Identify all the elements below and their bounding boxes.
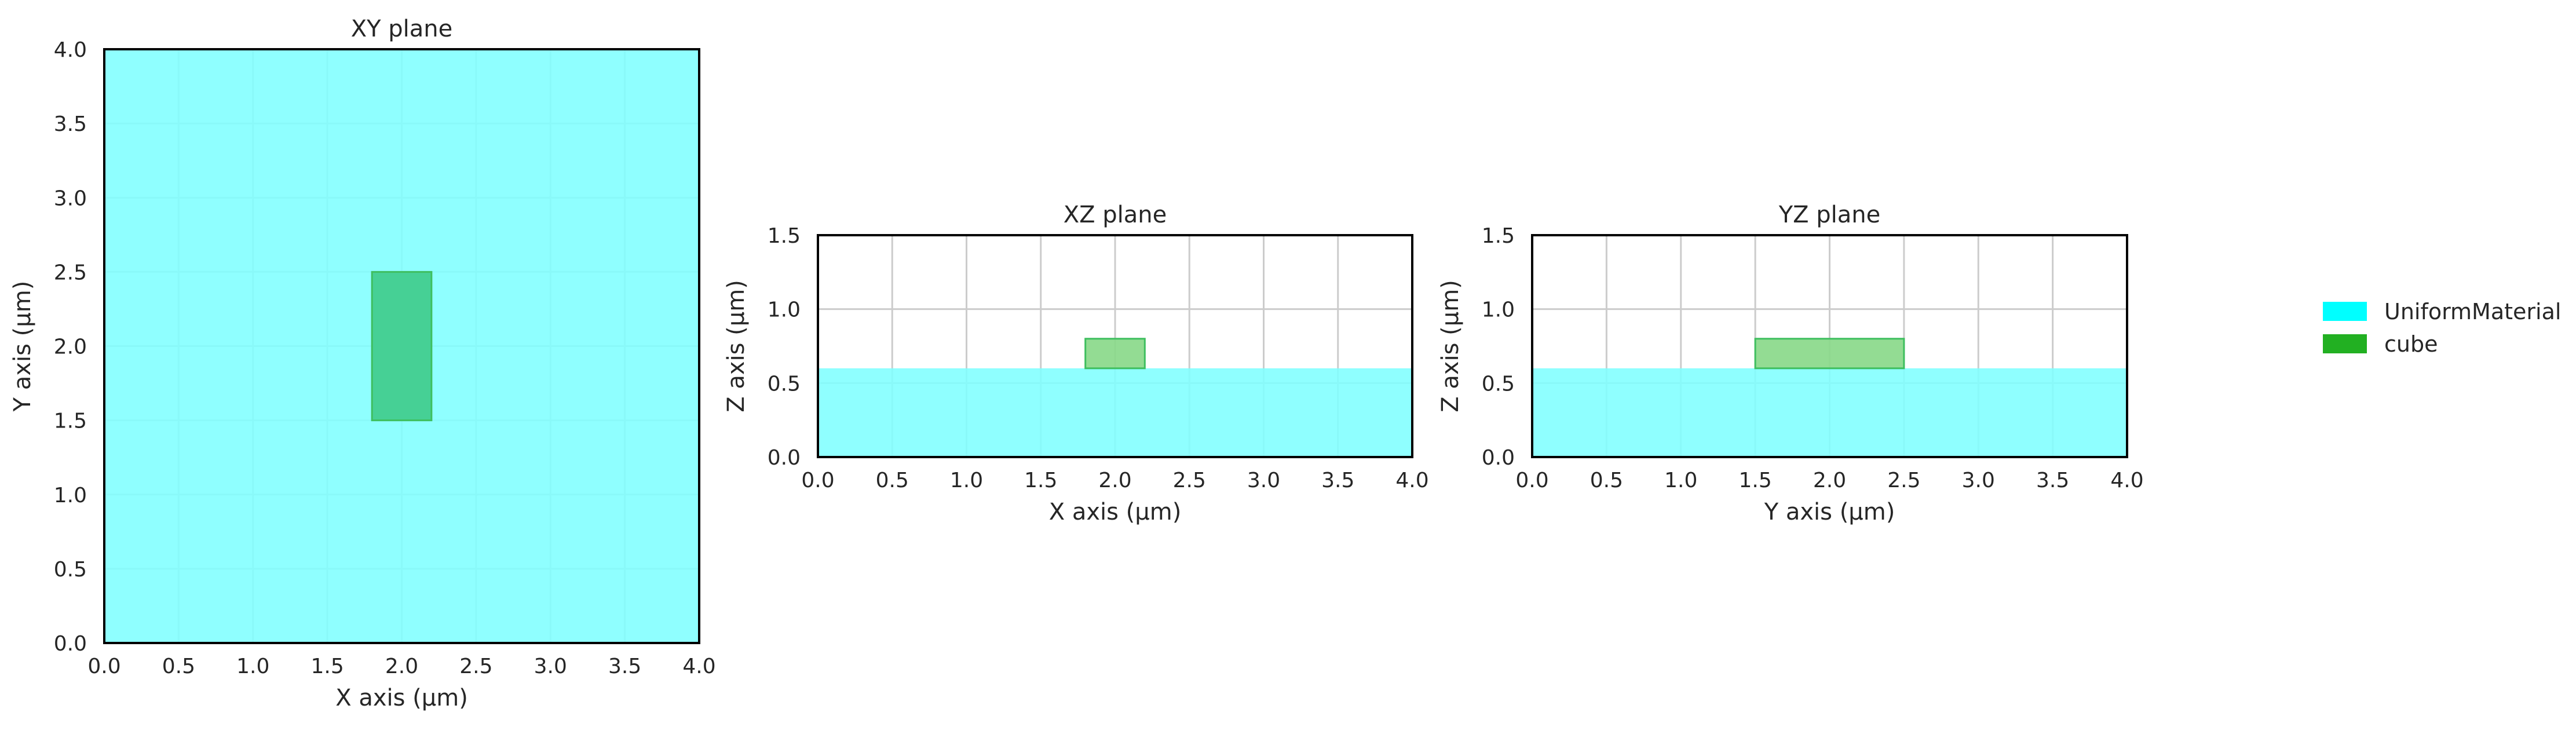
x-tick-label: 2.5 <box>1173 469 1206 492</box>
x-tick-label: 2.5 <box>1887 469 1920 492</box>
x-axis-label: X axis (µm) <box>335 685 468 711</box>
x-tick-label: 1.0 <box>1664 469 1697 492</box>
y-tick-label: 2.0 <box>54 335 87 359</box>
x-tick-label: 1.5 <box>1738 469 1771 492</box>
x-tick-label: 0.5 <box>876 469 909 492</box>
y-tick-label: 1.0 <box>54 484 87 507</box>
legend-label: cube <box>2384 331 2438 357</box>
x-tick-label: 0.5 <box>162 655 195 678</box>
x-axis-label: Y axis (µm) <box>1764 499 1895 525</box>
x-tick-label: 1.0 <box>950 469 983 492</box>
x-tick-label: 3.0 <box>1247 469 1280 492</box>
x-tick-label: 4.0 <box>1395 469 1428 492</box>
y-tick-label: 0.0 <box>768 446 801 470</box>
x-tick-label: 0.0 <box>1515 469 1548 492</box>
y-tick-label: 4.0 <box>54 38 87 62</box>
y-tick-label: 2.5 <box>54 261 87 284</box>
y-tick-label: 0.5 <box>1482 372 1515 396</box>
y-tick-label: 0.5 <box>768 372 801 396</box>
x-tick-label: 3.0 <box>1962 469 1995 492</box>
x-tick-label: 2.5 <box>459 655 492 678</box>
x-tick-label: 2.0 <box>1813 469 1846 492</box>
x-tick-label: 1.5 <box>310 655 344 678</box>
x-tick-label: 4.0 <box>682 655 715 678</box>
y-tick-label: 0.0 <box>1482 446 1515 470</box>
legend-label: UniformMaterial <box>2384 299 2561 324</box>
x-tick-label: 2.0 <box>1098 469 1131 492</box>
x-tick-label: 0.0 <box>87 655 120 678</box>
legend-swatch <box>2323 334 2367 353</box>
y-tick-label: 1.0 <box>768 298 801 322</box>
y-tick-label: 3.0 <box>54 187 87 210</box>
x-axis-label: X axis (µm) <box>1049 499 1182 525</box>
region-cube <box>1754 338 1905 370</box>
y-axis-label: Y axis (µm) <box>9 281 36 412</box>
y-tick-label: 1.5 <box>768 224 801 248</box>
x-tick-label: 3.0 <box>534 655 567 678</box>
x-tick-label: 2.0 <box>385 655 418 678</box>
y-tick-label: 0.0 <box>54 632 87 656</box>
subplot-2: 0.0 0.5 1.0 1.5 2.0 2.5 3.0 3.5 4.0 0.0 0.5 1.0 1.5 Y… <box>1437 202 2144 525</box>
region-uniformmaterial <box>818 368 1412 457</box>
legend-swatch <box>2323 302 2367 321</box>
y-axis-label: Z axis (µm) <box>1437 280 1464 412</box>
x-tick-label: 3.5 <box>608 655 641 678</box>
subplot-0: 0.0 0.5 1.0 1.5 2.0 2.5 3.0 3.5 4.0 0.0 0.5 1.0 1.5 2… <box>9 16 716 711</box>
axes-frame <box>817 234 1413 458</box>
legend: UniformMaterial cube <box>2323 299 2561 357</box>
region-cube <box>1084 338 1146 370</box>
x-tick-label: 0.0 <box>801 469 834 492</box>
y-tick-label: 1.5 <box>1482 224 1515 248</box>
y-tick-label: 0.5 <box>54 558 87 582</box>
subplot-title: XY plane <box>351 16 453 42</box>
x-tick-label: 1.0 <box>236 655 269 678</box>
y-axis-label: Z axis (µm) <box>723 280 750 412</box>
axes-frame <box>1531 234 2128 458</box>
y-tick-label: 1.5 <box>54 410 87 433</box>
subplot-title: YZ plane <box>1778 202 1881 228</box>
region-cube <box>371 271 433 422</box>
x-tick-label: 3.5 <box>1321 469 1354 492</box>
y-tick-label: 3.5 <box>54 112 87 136</box>
x-tick-label: 1.5 <box>1024 469 1057 492</box>
subplot-1: 0.0 0.5 1.0 1.5 2.0 2.5 3.0 3.5 4.0 0.0 0.5 1.0 1.5 X… <box>723 202 1429 525</box>
axes-frame <box>103 48 700 644</box>
x-tick-label: 3.5 <box>2036 469 2069 492</box>
subplot-title: XZ plane <box>1064 202 1167 228</box>
x-tick-label: 0.5 <box>1590 469 1623 492</box>
region-uniformmaterial <box>1532 368 2127 457</box>
y-tick-label: 1.0 <box>1482 298 1515 322</box>
x-tick-label: 4.0 <box>2110 469 2143 492</box>
